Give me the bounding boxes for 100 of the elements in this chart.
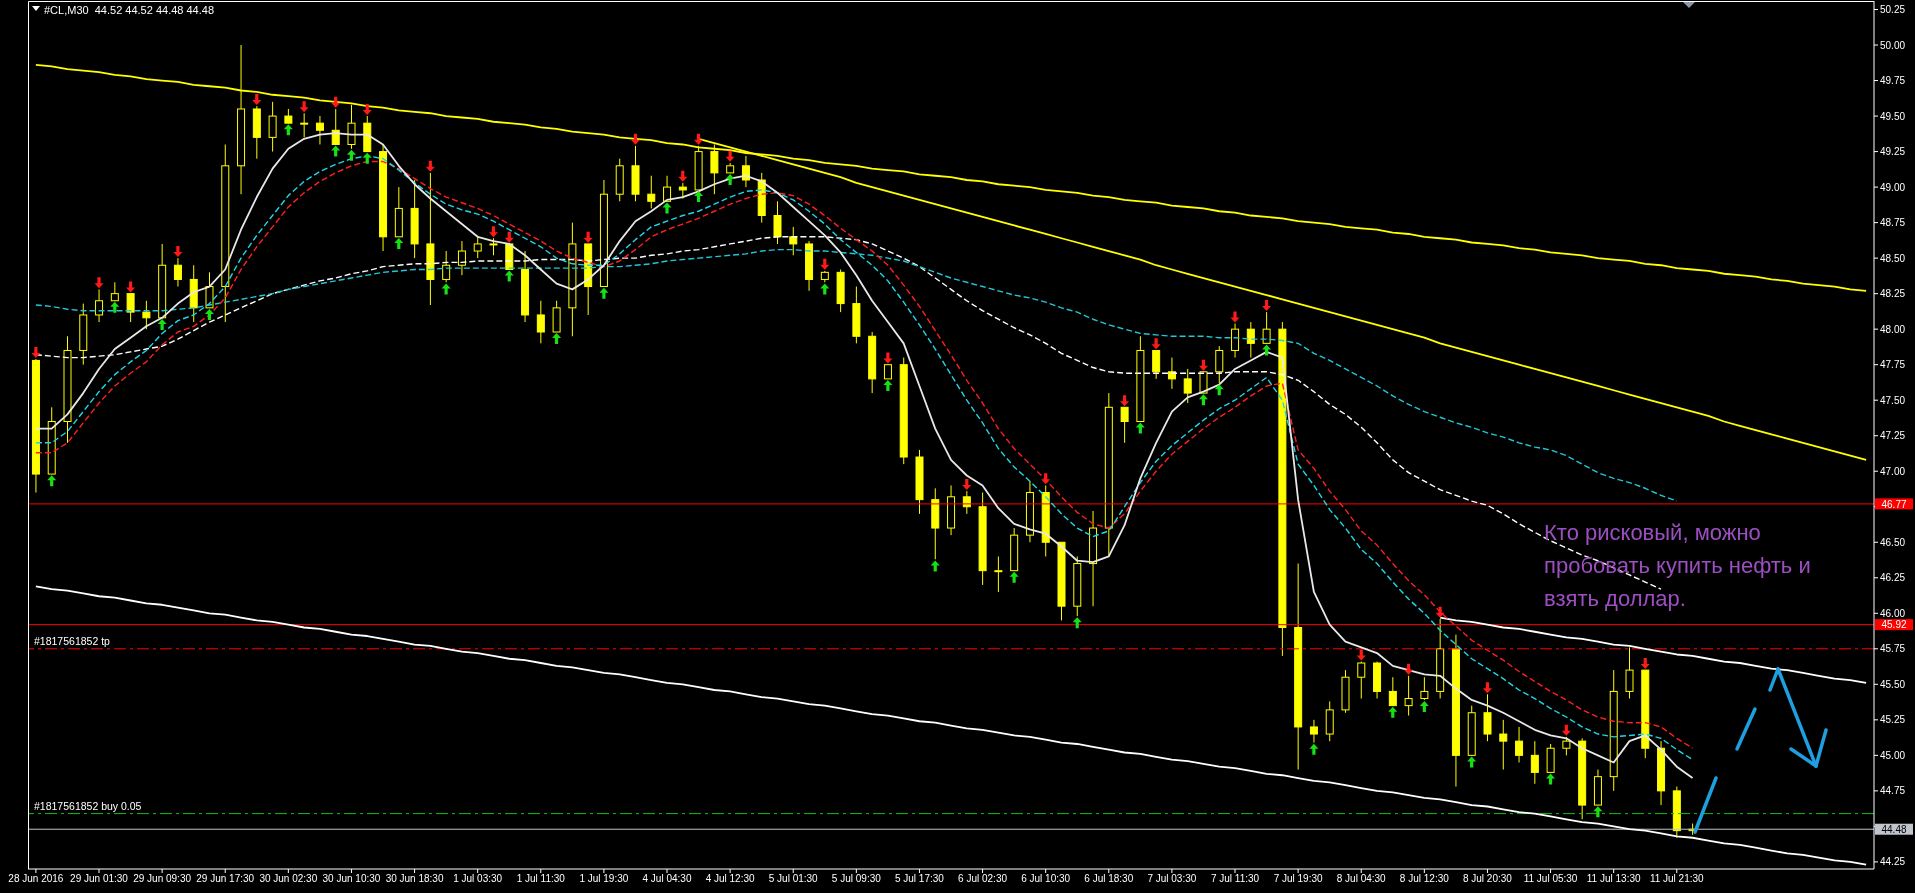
point [1009,571,1019,583]
x-tick-label: 1 Jul 03:30 [453,873,503,885]
point [662,202,672,214]
candlestick [95,288,104,323]
y-tick-label: 47.50 [1880,394,1906,406]
point [252,94,262,106]
point [1072,617,1082,629]
point [346,149,356,161]
candlestick [536,300,545,344]
candlestick [173,257,182,288]
point [47,475,57,487]
point [678,170,688,182]
point [1230,311,1240,323]
candlestick [1625,646,1634,700]
x-tick-label: 8 Jul 04:30 [1336,873,1387,885]
x-tick-label: 29 Jun 17:30 [196,873,255,885]
candlestick [1199,371,1208,394]
ref-line-label: 46.77 [1881,498,1907,510]
x-tick-label: 30 Jun 02:30 [259,873,318,885]
x-tick-label: 29 Jun 09:30 [133,873,192,885]
point [1388,706,1398,718]
y-tick-label: 46.00 [1880,607,1906,619]
x-tick-label: 30 Jun 10:30 [322,873,381,885]
point [394,237,404,249]
line-series [35,248,1678,502]
point [31,346,41,358]
candlestick [1120,406,1129,444]
x-tick-label: 1 Jul 11:30 [516,873,566,885]
y-tick-label: 45.00 [1880,749,1906,761]
ref-line-label: #1817561852 buy 0.05 [34,799,142,812]
ref-line-label: 45.92 [1881,619,1907,631]
candlestick [789,226,798,256]
candlestick [315,115,324,145]
candlestick [1515,726,1524,763]
point [283,124,293,136]
candlestick [126,293,135,323]
candlestick [773,200,782,245]
candlestick [710,143,719,195]
x-tick-label: 8 Jul 20:30 [1462,873,1513,885]
point [630,133,640,145]
point [1041,473,1051,485]
x-tick-label: 6 Jul 10:30 [1021,873,1071,885]
candlestick [1404,675,1413,717]
y-tick-label: 47.25 [1880,430,1906,442]
candlestick [347,104,356,150]
x-tick-label: 7 Jul 19:30 [1273,873,1324,885]
candlestick [1167,357,1176,390]
candlestick [300,112,309,138]
x-tick-label: 11 Jul 13:30 [1586,873,1641,885]
y-tick-label: 45.50 [1880,678,1906,690]
x-tick-label: 7 Jul 11:30 [1210,873,1260,885]
chart-title: #CL,M30 44.52 44.52 44.48 44.48 [44,3,215,17]
point [504,231,514,243]
point [725,174,735,185]
point [1356,649,1366,661]
point [1120,395,1130,407]
point [694,191,704,203]
point [94,277,104,289]
point [1404,663,1414,675]
x-tick-label: 4 Jul 04:30 [642,873,692,885]
y-tick-label: 49.25 [1880,146,1906,158]
point [583,231,593,243]
point [725,150,735,162]
point [599,287,609,299]
point [1151,338,1161,350]
point [883,379,893,391]
point [299,101,309,113]
candlestick [1262,311,1271,344]
point [204,308,214,320]
x-tick-label: 1 Jul 19:30 [579,873,629,885]
candlestick [1231,322,1240,359]
y-tick-label: 49.75 [1880,75,1906,87]
y-tick-label: 47.00 [1880,465,1906,477]
point [820,258,830,270]
x-tick-label: 28 Jun 2016 [8,873,64,885]
candlestick [1215,345,1224,384]
x-tick-label: 11 Jul 21:30 [1649,873,1705,885]
x-tick-label: 6 Jul 18:30 [1084,873,1134,885]
candlestick [110,281,119,302]
candlestick [1246,321,1255,359]
y-tick-label: 45.25 [1880,714,1906,726]
y-tick-label: 44.75 [1880,785,1906,797]
candlestick [994,555,1003,593]
point [488,226,498,238]
line-series [34,585,1868,866]
point [1561,724,1571,736]
point [1419,701,1429,713]
y-tick-label: 50.00 [1880,39,1906,51]
point [1214,384,1224,396]
candlestick [1530,740,1539,785]
point [1546,773,1556,785]
candlestick [1309,719,1318,744]
x-tick-label: 5 Jul 01:30 [768,873,819,885]
x-tick-label: 6 Jul 02:30 [958,873,1008,885]
point [331,96,341,108]
point [173,246,183,258]
candlestick [457,240,466,276]
point [331,145,341,157]
point [962,479,972,491]
y-tick-label: 46.50 [1880,536,1906,548]
